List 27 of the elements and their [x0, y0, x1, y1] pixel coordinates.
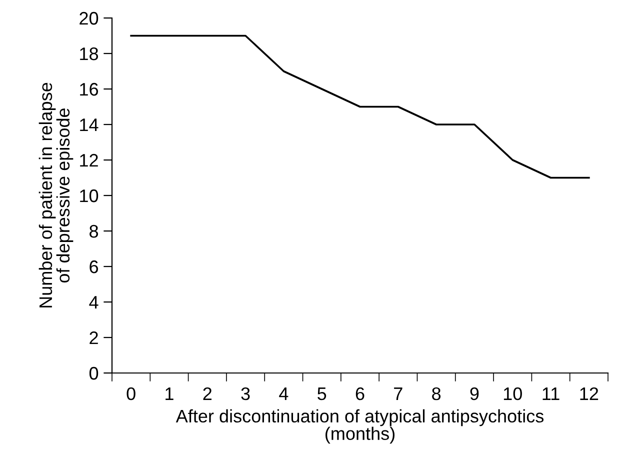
y-tick-label: 18 — [80, 47, 98, 60]
x-tick-label: 1 — [166, 388, 174, 400]
y-tick-label: 6 — [90, 260, 98, 274]
x-axis-title: After discontinuation of atypical antipsychotics (months) — [176, 409, 544, 444]
x-tick-label: 3 — [241, 387, 250, 400]
y-tick-label: 12 — [80, 154, 98, 167]
y-tick-label: 14 — [80, 118, 98, 132]
x-tick-label: 9 — [470, 387, 479, 400]
x-tick-label: 0 — [126, 387, 136, 400]
y-tick-label: 4 — [89, 296, 98, 309]
y-tick-label: 10 — [80, 189, 98, 202]
x-tick-label: 2 — [203, 387, 212, 400]
x-tick-label: 7 — [394, 388, 402, 400]
y-tick-label: 2 — [90, 331, 98, 344]
y-tick-label: 16 — [80, 82, 98, 96]
x-tick-label: 4 — [279, 388, 288, 400]
x-tick-label: 10 — [504, 387, 522, 400]
x-tick-label: 8 — [432, 387, 441, 400]
y-axis-title: Number of patient in relapse of depressive episode — [38, 82, 74, 308]
y-tick-label: 8 — [90, 224, 98, 238]
line-series — [130, 34, 590, 179]
x-tick-label: 11 — [542, 388, 560, 400]
x-tick-label: 5 — [318, 388, 326, 400]
y-tick-label: 20 — [80, 12, 98, 25]
x-tick-label: 12 — [580, 387, 598, 400]
y-tick-label: 0 — [89, 366, 98, 380]
x-tick-label: 6 — [356, 387, 364, 400]
